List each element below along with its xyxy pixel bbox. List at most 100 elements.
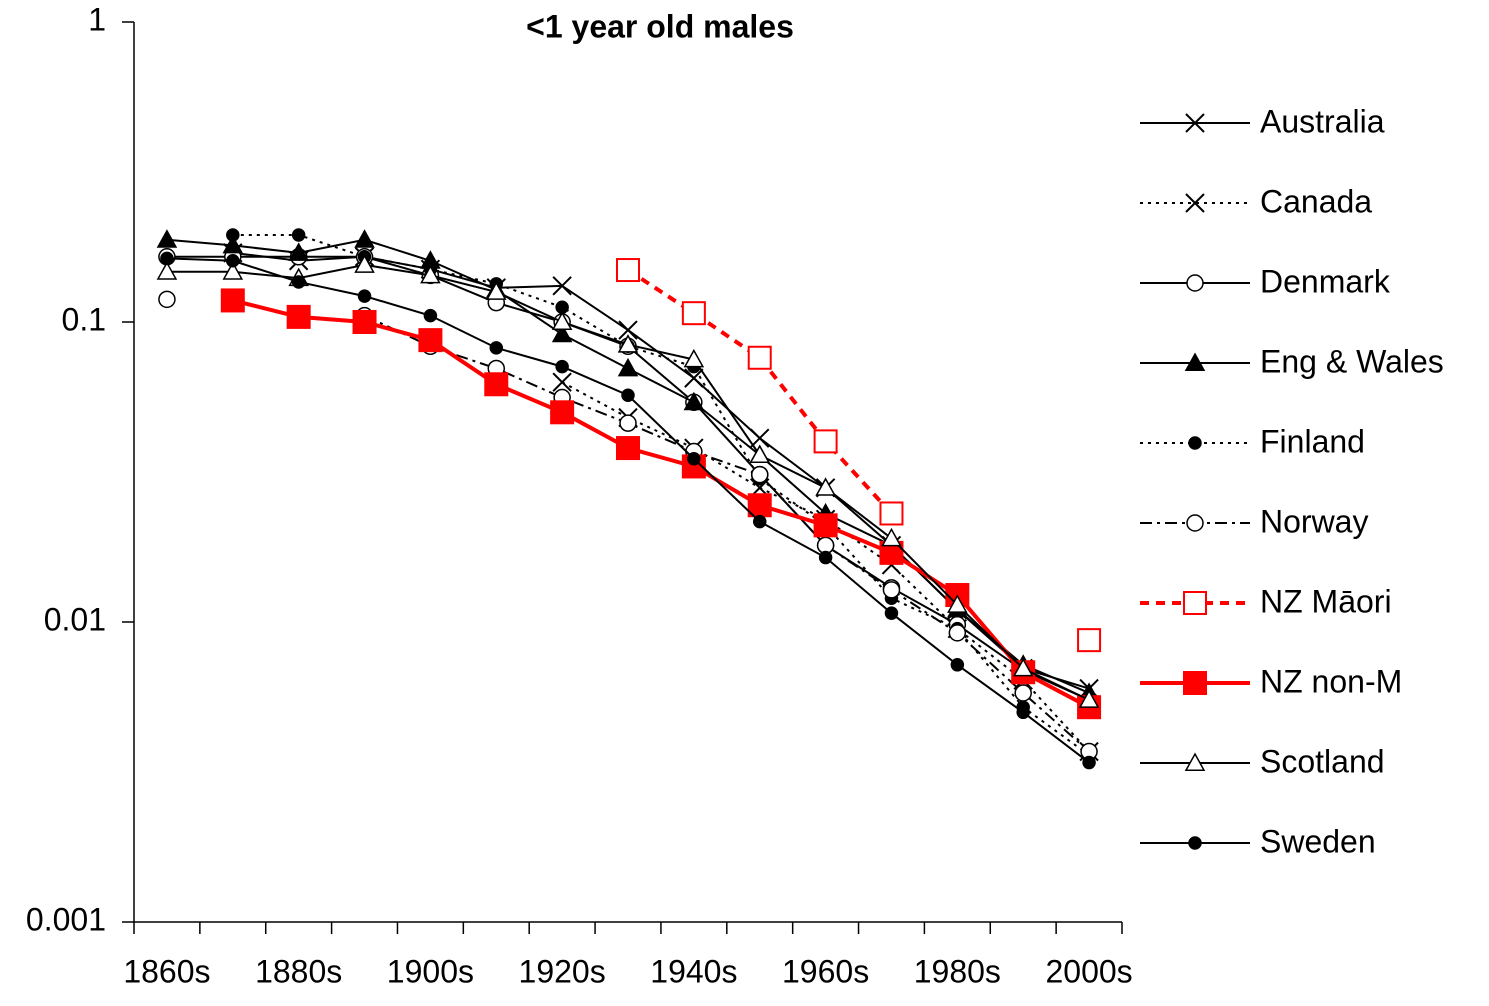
marker [423, 308, 438, 323]
marker [552, 276, 572, 296]
marker [226, 228, 240, 242]
marker [484, 372, 509, 397]
series [160, 251, 1096, 770]
marker [1016, 705, 1030, 720]
marker [619, 414, 637, 432]
legend-label: Sweden [1260, 823, 1376, 859]
marker [683, 348, 705, 368]
marker [882, 581, 901, 599]
marker [551, 311, 573, 330]
series [616, 258, 1102, 653]
marker [617, 357, 639, 377]
marker [749, 444, 771, 464]
legend-label: Finland [1260, 423, 1365, 459]
marker [551, 323, 573, 343]
legend-label: Denmark [1260, 263, 1391, 299]
legend-label: Norway [1260, 503, 1368, 539]
marker [948, 624, 967, 642]
marker [291, 275, 306, 289]
marker [947, 594, 968, 613]
marker [1184, 752, 1206, 771]
marker [354, 254, 375, 273]
x-tick-label: 2000s [1045, 953, 1132, 989]
marker [485, 281, 507, 300]
marker [1184, 352, 1206, 371]
marker [747, 345, 772, 370]
marker [357, 289, 372, 303]
marker [750, 465, 769, 484]
marker [291, 228, 306, 242]
x-tick-label: 1920s [519, 953, 606, 989]
series-line [626, 268, 893, 515]
legend-label: Australia [1260, 103, 1385, 139]
chart-title: <1 year old males [526, 8, 794, 44]
legend-label: NZ Māori [1260, 583, 1392, 619]
marker [1186, 274, 1204, 292]
marker [618, 320, 638, 340]
y-tick-label: 0.001 [26, 901, 106, 937]
marker [550, 400, 575, 425]
marker [156, 261, 178, 280]
marker [226, 254, 240, 268]
marker [1188, 836, 1202, 850]
x-tick-label: 1860s [123, 953, 210, 989]
marker [222, 234, 244, 254]
series [156, 254, 1100, 708]
marker [222, 261, 244, 280]
marker [420, 264, 441, 284]
x-tick-label: 1980s [914, 953, 1001, 989]
marker [752, 514, 767, 529]
marker [616, 258, 640, 283]
marker [489, 341, 504, 355]
x-tick-label: 1900s [387, 953, 474, 989]
marker [158, 290, 176, 309]
marker [881, 527, 902, 547]
marker [288, 242, 309, 261]
marker [1185, 113, 1205, 133]
marker [220, 288, 245, 313]
marker [1188, 436, 1202, 450]
y-tick-label: 0.01 [44, 601, 106, 637]
marker [684, 368, 704, 388]
marker [950, 658, 965, 672]
marker [815, 477, 836, 496]
x-tick-label: 1880s [255, 953, 342, 989]
marker [879, 501, 904, 526]
marker [1183, 671, 1207, 695]
x-tick-label: 1940s [650, 953, 737, 989]
marker [1185, 193, 1205, 213]
marker [818, 550, 833, 565]
marker [884, 606, 899, 620]
legend-label: Scotland [1260, 743, 1385, 779]
marker [813, 429, 838, 454]
marker [681, 301, 706, 326]
marker [1077, 628, 1102, 653]
y-tick-label: 0.1 [62, 301, 106, 337]
marker [683, 391, 705, 411]
marker [156, 229, 178, 248]
marker [418, 328, 443, 353]
series-line [232, 233, 1090, 756]
marker [1014, 684, 1032, 702]
marker [552, 372, 572, 392]
marker [1012, 657, 1034, 677]
marker [621, 388, 635, 402]
y-tick-label: 1 [88, 1, 106, 37]
marker [1082, 755, 1096, 770]
marker [750, 428, 770, 448]
marker [687, 452, 701, 466]
x-tick-label: 1960s [782, 953, 869, 989]
series-line [364, 314, 1090, 753]
legend-label: Eng & Wales [1260, 343, 1444, 379]
legend-label: Canada [1260, 183, 1372, 219]
marker [617, 334, 639, 353]
marker [616, 436, 640, 461]
marker [354, 229, 375, 248]
marker [1183, 591, 1207, 615]
marker [1078, 689, 1100, 708]
marker [813, 513, 838, 538]
marker [555, 300, 569, 314]
marker [1186, 514, 1204, 532]
